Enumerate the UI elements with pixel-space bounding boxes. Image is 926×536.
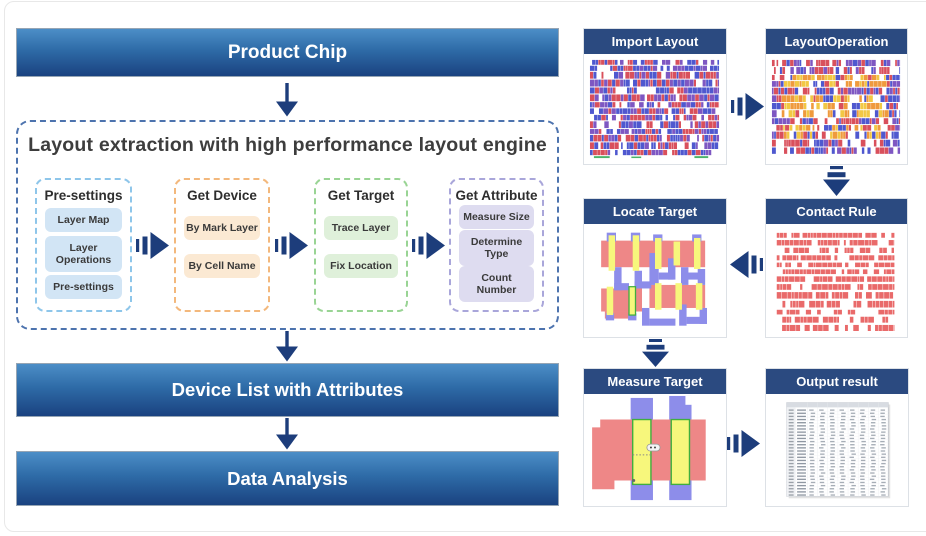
layout-engine-container: Layout extraction with high performance … bbox=[16, 120, 559, 330]
group-title: Get Device bbox=[187, 188, 257, 203]
data-analysis-label: Data Analysis bbox=[227, 467, 348, 489]
panel-locate-target: Locate Target bbox=[583, 198, 727, 338]
engine-title: Layout extraction with high performance … bbox=[28, 134, 547, 156]
item-layer-operations: Layer Operations bbox=[45, 235, 122, 272]
panel-title: Import Layout bbox=[584, 29, 726, 54]
item-by-cell-name: By Cell Name bbox=[184, 253, 260, 278]
layout-operation-image bbox=[766, 54, 907, 164]
group-items: By Mark Layer By Cell Name bbox=[176, 203, 268, 310]
panel-layout-operation: LayoutOperation bbox=[765, 28, 908, 165]
ff-arrow-right-icon bbox=[275, 232, 308, 259]
device-list-bar: Device List with Attributes bbox=[16, 363, 559, 417]
ff-arrow-left-icon bbox=[730, 251, 763, 278]
import-layout-image bbox=[584, 54, 726, 164]
product-chip-bar: Product Chip bbox=[16, 28, 559, 77]
arrow-down-icon bbox=[276, 83, 298, 117]
group-title: Get Attribute bbox=[455, 188, 538, 203]
data-analysis-bar: Data Analysis bbox=[16, 451, 559, 506]
panel-title: LayoutOperation bbox=[766, 29, 907, 54]
output-result-image bbox=[766, 394, 908, 506]
item-trace-layer: Trace Layer bbox=[324, 215, 398, 240]
group-items: Layer Map Layer Operations Pre-settings bbox=[37, 203, 130, 310]
ff-arrow-down-icon bbox=[642, 339, 669, 367]
contact-rule-image bbox=[766, 224, 907, 337]
device-list-label: Device List with Attributes bbox=[171, 379, 404, 400]
panel-title: Output result bbox=[766, 369, 908, 394]
arrow-down-icon bbox=[276, 418, 298, 450]
panel-title: Measure Target bbox=[584, 369, 726, 394]
item-determine-type: Determine Type bbox=[459, 229, 534, 266]
locate-target-image bbox=[584, 224, 726, 337]
item-by-mark-layer: By Mark Layer bbox=[184, 215, 260, 240]
panel-title: Locate Target bbox=[584, 199, 726, 224]
item-count-number: Count Number bbox=[459, 265, 534, 302]
item-pre-settings: Pre-settings bbox=[45, 274, 122, 299]
ff-arrow-right-icon bbox=[731, 93, 764, 120]
group-pre-settings: Pre-settings Layer Map Layer Operations … bbox=[35, 178, 132, 312]
ff-arrow-right-icon bbox=[136, 232, 169, 259]
item-layer-map: Layer Map bbox=[45, 208, 122, 233]
ff-arrow-right-icon bbox=[412, 232, 445, 259]
measure-target-image bbox=[584, 394, 726, 506]
arrow-down-icon bbox=[276, 331, 298, 362]
ff-arrow-down-icon bbox=[823, 166, 850, 196]
ff-arrow-right-icon bbox=[727, 430, 760, 457]
panel-measure-target: Measure Target bbox=[583, 368, 727, 507]
group-get-attribute: Get Attribute Measure Size Determine Typ… bbox=[449, 178, 544, 312]
group-get-target: Get Target Trace Layer Fix Location bbox=[314, 178, 408, 312]
item-measure-size: Measure Size bbox=[459, 205, 534, 230]
product-chip-label: Product Chip bbox=[227, 41, 348, 63]
group-get-device: Get Device By Mark Layer By Cell Name bbox=[174, 178, 270, 312]
panel-import-layout: Import Layout bbox=[583, 28, 727, 165]
panel-output-result: Output result bbox=[765, 368, 909, 507]
group-title: Get Target bbox=[327, 188, 395, 203]
item-fix-location: Fix Location bbox=[324, 253, 398, 278]
group-items: Measure Size Determine Type Count Number bbox=[451, 203, 542, 310]
group-items: Trace Layer Fix Location bbox=[316, 203, 406, 310]
group-title: Pre-settings bbox=[44, 188, 123, 203]
panel-title: Contact Rule bbox=[766, 199, 907, 224]
panel-contact-rule: Contact Rule bbox=[765, 198, 908, 338]
